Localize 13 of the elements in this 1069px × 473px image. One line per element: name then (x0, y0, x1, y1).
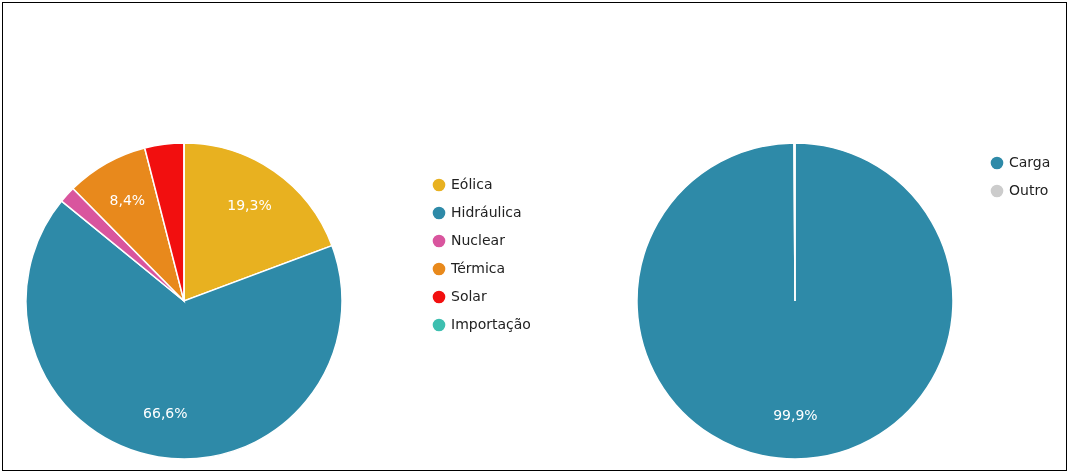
legend-label: Outro (1009, 182, 1049, 198)
data-label: 8,4% (109, 191, 146, 208)
legend-label: Nuclear (451, 232, 506, 248)
legend-label: Importação (451, 316, 531, 332)
legend-label: Eólica (451, 176, 493, 192)
legend-label: Hidráulica (451, 204, 522, 220)
pie-slice (636, 142, 954, 460)
legend-label: Solar (451, 288, 487, 304)
legend-label: Carga (1009, 154, 1051, 170)
data-label: 19,3% (227, 197, 272, 214)
data-label: 66,6% (143, 405, 188, 422)
legend-label: Térmica (450, 260, 506, 276)
data-label: 99,9% (773, 407, 818, 423)
